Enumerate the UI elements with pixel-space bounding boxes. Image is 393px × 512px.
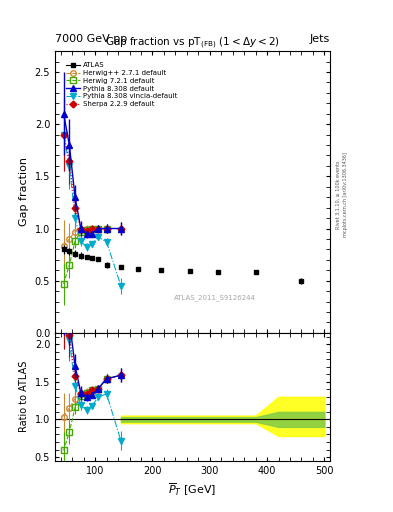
X-axis label: $\overline{P}_T$ [GeV]: $\overline{P}_T$ [GeV] bbox=[169, 481, 217, 498]
Text: Jets: Jets bbox=[310, 33, 330, 44]
Text: ATLAS_2011_S9126244: ATLAS_2011_S9126244 bbox=[174, 294, 255, 301]
Text: 7000 GeV pp: 7000 GeV pp bbox=[55, 33, 127, 44]
Text: Rivet 3.1.10, ≥ 100k events: Rivet 3.1.10, ≥ 100k events bbox=[336, 160, 341, 229]
Title: Gap fraction vs pT$_{\rm (FB)}$ $(1 < \Delta y < 2)$: Gap fraction vs pT$_{\rm (FB)}$ $(1 < \D… bbox=[105, 35, 280, 51]
Y-axis label: Gap fraction: Gap fraction bbox=[19, 158, 29, 226]
Text: mcplots.cern.ch [arXiv:1306.3436]: mcplots.cern.ch [arXiv:1306.3436] bbox=[343, 152, 348, 237]
Y-axis label: Ratio to ATLAS: Ratio to ATLAS bbox=[19, 361, 29, 433]
Legend: ATLAS, Herwig++ 2.7.1 default, Herwig 7.2.1 default, Pythia 8.308 default, Pythi: ATLAS, Herwig++ 2.7.1 default, Herwig 7.… bbox=[64, 60, 179, 109]
